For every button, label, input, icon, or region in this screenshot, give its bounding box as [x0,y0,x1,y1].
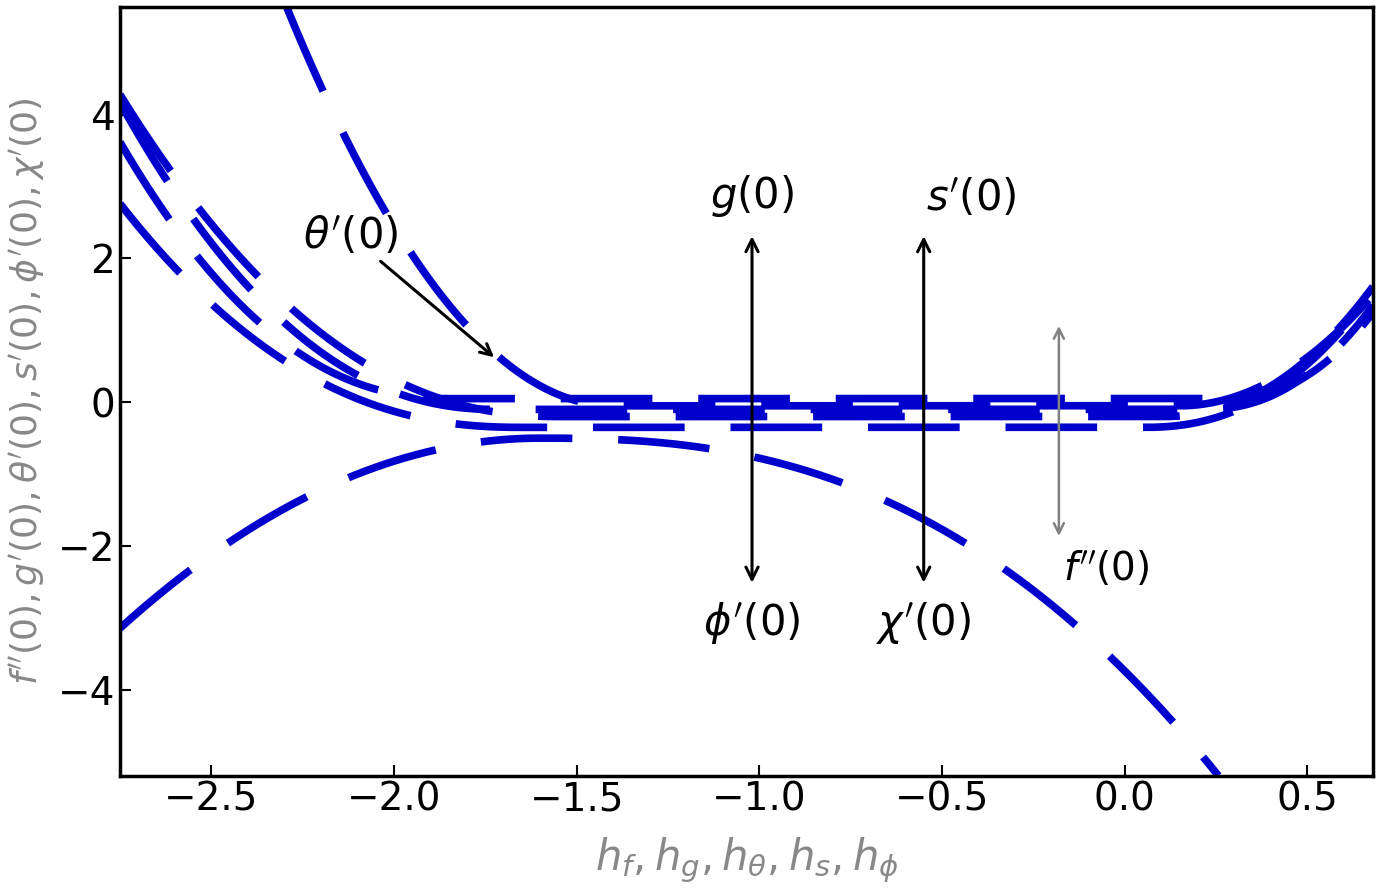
Text: $\chi'(0)$: $\chi'(0)$ [876,599,972,646]
Text: $f''(0)$: $f''(0)$ [1063,549,1150,589]
Y-axis label: $f^{\prime\prime}(0),g^{\prime}(0),\theta^{\prime}(0),s^{\prime}(0),\phi^{\prime: $f^{\prime\prime}(0),g^{\prime}(0),\thet… [7,97,47,685]
Text: $\theta'(0)$: $\theta'(0)$ [302,215,491,355]
X-axis label: $h_f,h_g,h_\theta,h_s,h_\phi$: $h_f,h_g,h_\theta,h_s,h_\phi$ [595,836,898,885]
Text: $\phi'(0)$: $\phi'(0)$ [704,599,800,646]
Text: $s'(0)$: $s'(0)$ [926,177,1016,219]
Text: $g(0)$: $g(0)$ [711,173,794,219]
